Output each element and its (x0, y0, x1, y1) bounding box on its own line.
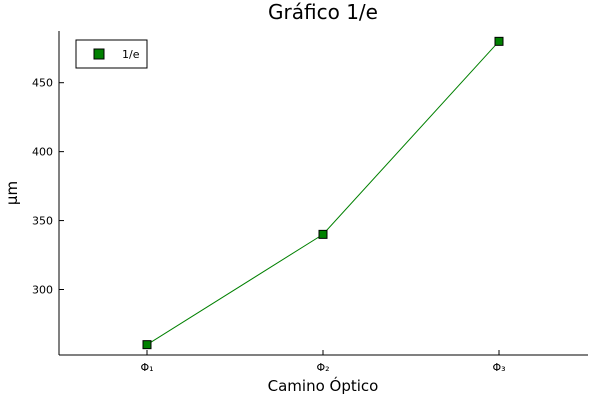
x-tick-label: Φ₁ (140, 361, 153, 374)
series-group (142, 36, 504, 350)
series-line (146, 41, 500, 346)
y-tick-label: 300 (32, 284, 53, 297)
y-tick-label: 450 (32, 77, 53, 90)
x-tick-label: Φ₂ (316, 361, 329, 374)
axes (58, 31, 588, 356)
y-axis-label: µm (3, 181, 21, 205)
y-tick-label: 400 (32, 146, 53, 159)
legend-label: 1/e (122, 48, 140, 61)
data-point (494, 36, 504, 46)
y-tick-label: 350 (32, 215, 53, 228)
y-ticks: 300 350 400 450 (32, 77, 64, 297)
legend-box (75, 39, 148, 69)
data-point (318, 229, 328, 239)
legend-marker (93, 48, 105, 60)
x-tick-label: Φ₃ (492, 361, 505, 374)
x-axis-label: Camino Óptico (268, 376, 379, 395)
chart-title: Gráfico 1/e (268, 0, 378, 24)
data-point (142, 340, 152, 350)
x-ticks: Φ₁ Φ₂ Φ₃ (140, 350, 506, 374)
legend: 1/e (75, 39, 148, 69)
